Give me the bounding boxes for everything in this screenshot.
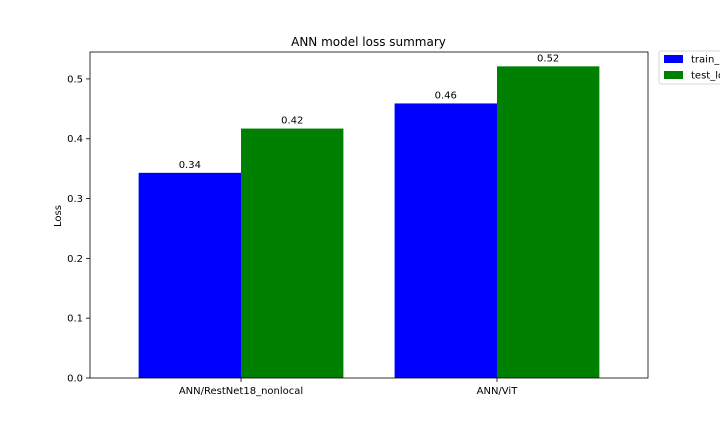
x-tick-label: ANN/RestNet18_nonlocal: [179, 386, 303, 397]
plot-frame: [89, 51, 649, 379]
bar-label-test_loss-0: 0.42: [281, 116, 303, 127]
chart-title: ANN model loss summary: [291, 35, 446, 49]
y-tick-label: 0.0: [67, 374, 83, 385]
y-tick-label: 0.2: [67, 254, 83, 265]
bar-test_loss-0: [241, 128, 344, 378]
bar-test_loss-1: [496, 66, 600, 379]
bar-train_loss-0: [138, 172, 242, 378]
legend: train_l test_lo: [658, 50, 720, 85]
x-tick-label: ANN/ViT: [477, 386, 519, 397]
legend-swatch-train_loss: [664, 55, 683, 63]
bars-layer: [138, 66, 600, 379]
y-axis: 0.0 0.1 0.2 0.3 0.4 0.5: [67, 74, 90, 385]
y-tick-label: 0.1: [67, 314, 83, 325]
x-axis: ANN/RestNet18_nonlocal ANN/ViT: [179, 378, 518, 397]
bar-label-test_loss-1: 0.52: [537, 53, 559, 64]
y-tick-label: 0.5: [67, 74, 83, 85]
bar-label-train_loss-1: 0.46: [435, 90, 457, 101]
y-tick-label: 0.3: [67, 194, 83, 205]
legend-label-test_loss: test_lo: [691, 71, 720, 82]
legend-swatch-test_loss: [664, 71, 683, 79]
y-tick-label: 0.4: [67, 134, 83, 145]
y-axis-label: Loss: [53, 205, 64, 227]
bar-train_loss-1: [394, 103, 497, 378]
bar-label-train_loss-0: 0.34: [179, 160, 201, 171]
legend-label-train_loss: train_l: [691, 55, 720, 66]
bar-labels-layer: 0.34 0.46 0.42 0.52: [179, 53, 560, 170]
